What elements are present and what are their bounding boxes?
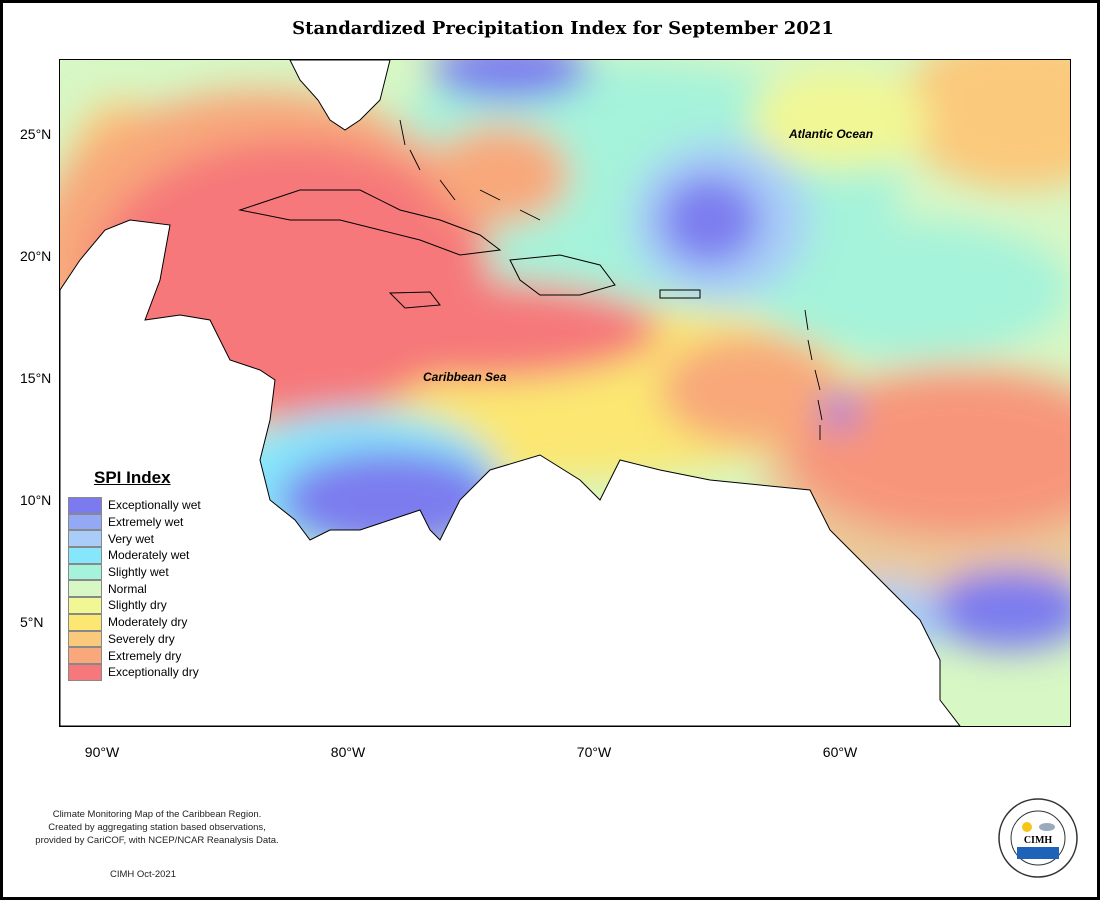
legend-swatch [68, 547, 102, 564]
legend-swatch [68, 613, 102, 631]
legend-item: Moderately wet [68, 547, 238, 564]
spi-map [59, 59, 1071, 727]
legend-item: Moderately dry [68, 613, 238, 631]
legend-item: Severely dry [68, 630, 238, 648]
legend-label: Moderately dry [108, 615, 188, 630]
legend-label: Exceptionally dry [108, 665, 199, 680]
legend-item: Slightly wet [68, 563, 238, 581]
legend-label: Severely dry [108, 631, 175, 646]
legend-swatch [68, 647, 102, 664]
map-title: Standardized Precipitation Index for Sep… [292, 18, 834, 39]
legend-label: Normal [108, 581, 147, 596]
x-label-70w: 70°W [576, 744, 612, 760]
logo-text: CIMH [1024, 835, 1053, 846]
legend-swatch [68, 630, 102, 648]
footnote-line-1: Climate Monitoring Map of the Caribbean … [52, 809, 262, 820]
footnote-line-2: Created by aggregating station based obs… [48, 822, 266, 833]
map-footnote: Climate Monitoring Map of the Caribbean … [32, 808, 282, 847]
legend-label: Extremely wet [108, 515, 184, 530]
x-label-80w: 80°W [330, 744, 366, 760]
x-label-90w: 90°W [84, 744, 120, 760]
legend-swatch [68, 663, 102, 681]
y-label-5n: 5°N [20, 614, 44, 630]
legend-item: Exceptionally dry [68, 663, 238, 681]
sun-icon [1022, 822, 1032, 832]
legend-item: Normal [68, 580, 238, 598]
legend-items: Exceptionally wet Extremely wet Very wet Mo… [68, 497, 238, 681]
legend-item: Slightly dry [68, 597, 238, 614]
legend-item: Extremely wet [68, 513, 238, 531]
legend-label: Extremely dry [108, 648, 182, 663]
small-islands [399, 119, 823, 440]
legend-label: Moderately wet [108, 548, 190, 563]
y-label-15n: 15°N [20, 370, 52, 386]
legend-swatch [68, 513, 102, 531]
legend-swatch [68, 563, 102, 581]
legend-swatch [68, 497, 102, 514]
caribbean-sea-label: Caribbean Sea [423, 370, 507, 384]
legend-label: Exceptionally wet [108, 498, 201, 513]
y-label-20n: 20°N [20, 248, 52, 264]
x-label-60w: 60°W [822, 744, 858, 760]
cloud-icon [1039, 823, 1055, 831]
legend-label: Slightly wet [108, 565, 169, 580]
legend-item: Very wet [68, 530, 238, 548]
y-label-25n: 25°N [20, 126, 52, 142]
legend-label: Very wet [108, 531, 155, 546]
legend-item: Exceptionally wet [68, 497, 238, 514]
legend-label: Slightly dry [108, 598, 167, 613]
y-label-10n: 10°N [20, 492, 52, 508]
legend-swatch [68, 597, 102, 614]
footnote-line-3: provided by CariCOF, with NCEP/NCAR Rean… [35, 835, 279, 846]
atlantic-ocean-label: Atlantic Ocean [789, 127, 874, 141]
spi-legend: SPI Index Exceptionally wet Extremely wet… [68, 468, 238, 681]
legend-swatch [68, 530, 102, 548]
legend-swatch [68, 580, 102, 598]
land-masses [60, 60, 961, 726]
cimh-logo: CIMH [997, 797, 1079, 879]
cimh-logo-graphic: CIMH [998, 798, 1078, 878]
legend-title: SPI Index [94, 468, 171, 487]
date-stamp: CIMH Oct-2021 [110, 869, 176, 880]
legend-item: Extremely dry [68, 647, 238, 664]
waves-icon [1017, 847, 1059, 859]
spi-map-canvas [60, 60, 1070, 726]
